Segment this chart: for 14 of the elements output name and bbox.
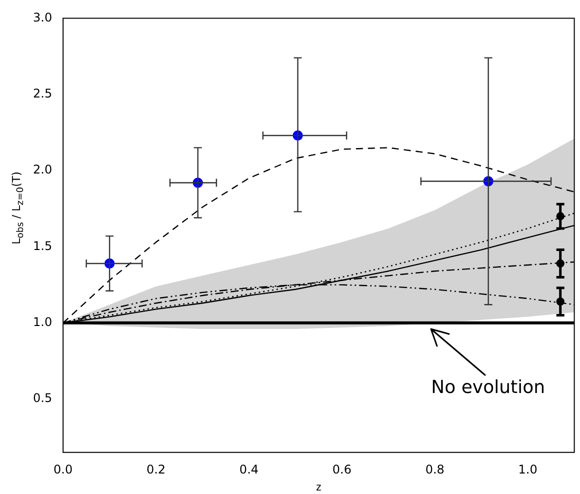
ref-line-label: No evolution (431, 376, 545, 398)
y-tick-label: 3.0 (32, 10, 52, 24)
y-tick-label: 0.5 (32, 391, 52, 406)
y-tick-label: 2.5 (32, 86, 52, 100)
x-tick-label: 0.0 (54, 462, 73, 477)
x-axis-title: z (316, 481, 322, 494)
x-tick-label: 0.8 (425, 462, 444, 477)
y-tick-label: 1.5 (32, 238, 52, 253)
y-tick-label: 2.0 (32, 162, 52, 177)
x-tick-label: 1.0 (518, 462, 538, 477)
x-tick-label: 0.2 (146, 462, 166, 477)
x-tick-label: 0.4 (239, 462, 259, 477)
x-tick-label: 0.6 (332, 462, 352, 477)
y-tick-label: 1.0 (32, 315, 52, 330)
